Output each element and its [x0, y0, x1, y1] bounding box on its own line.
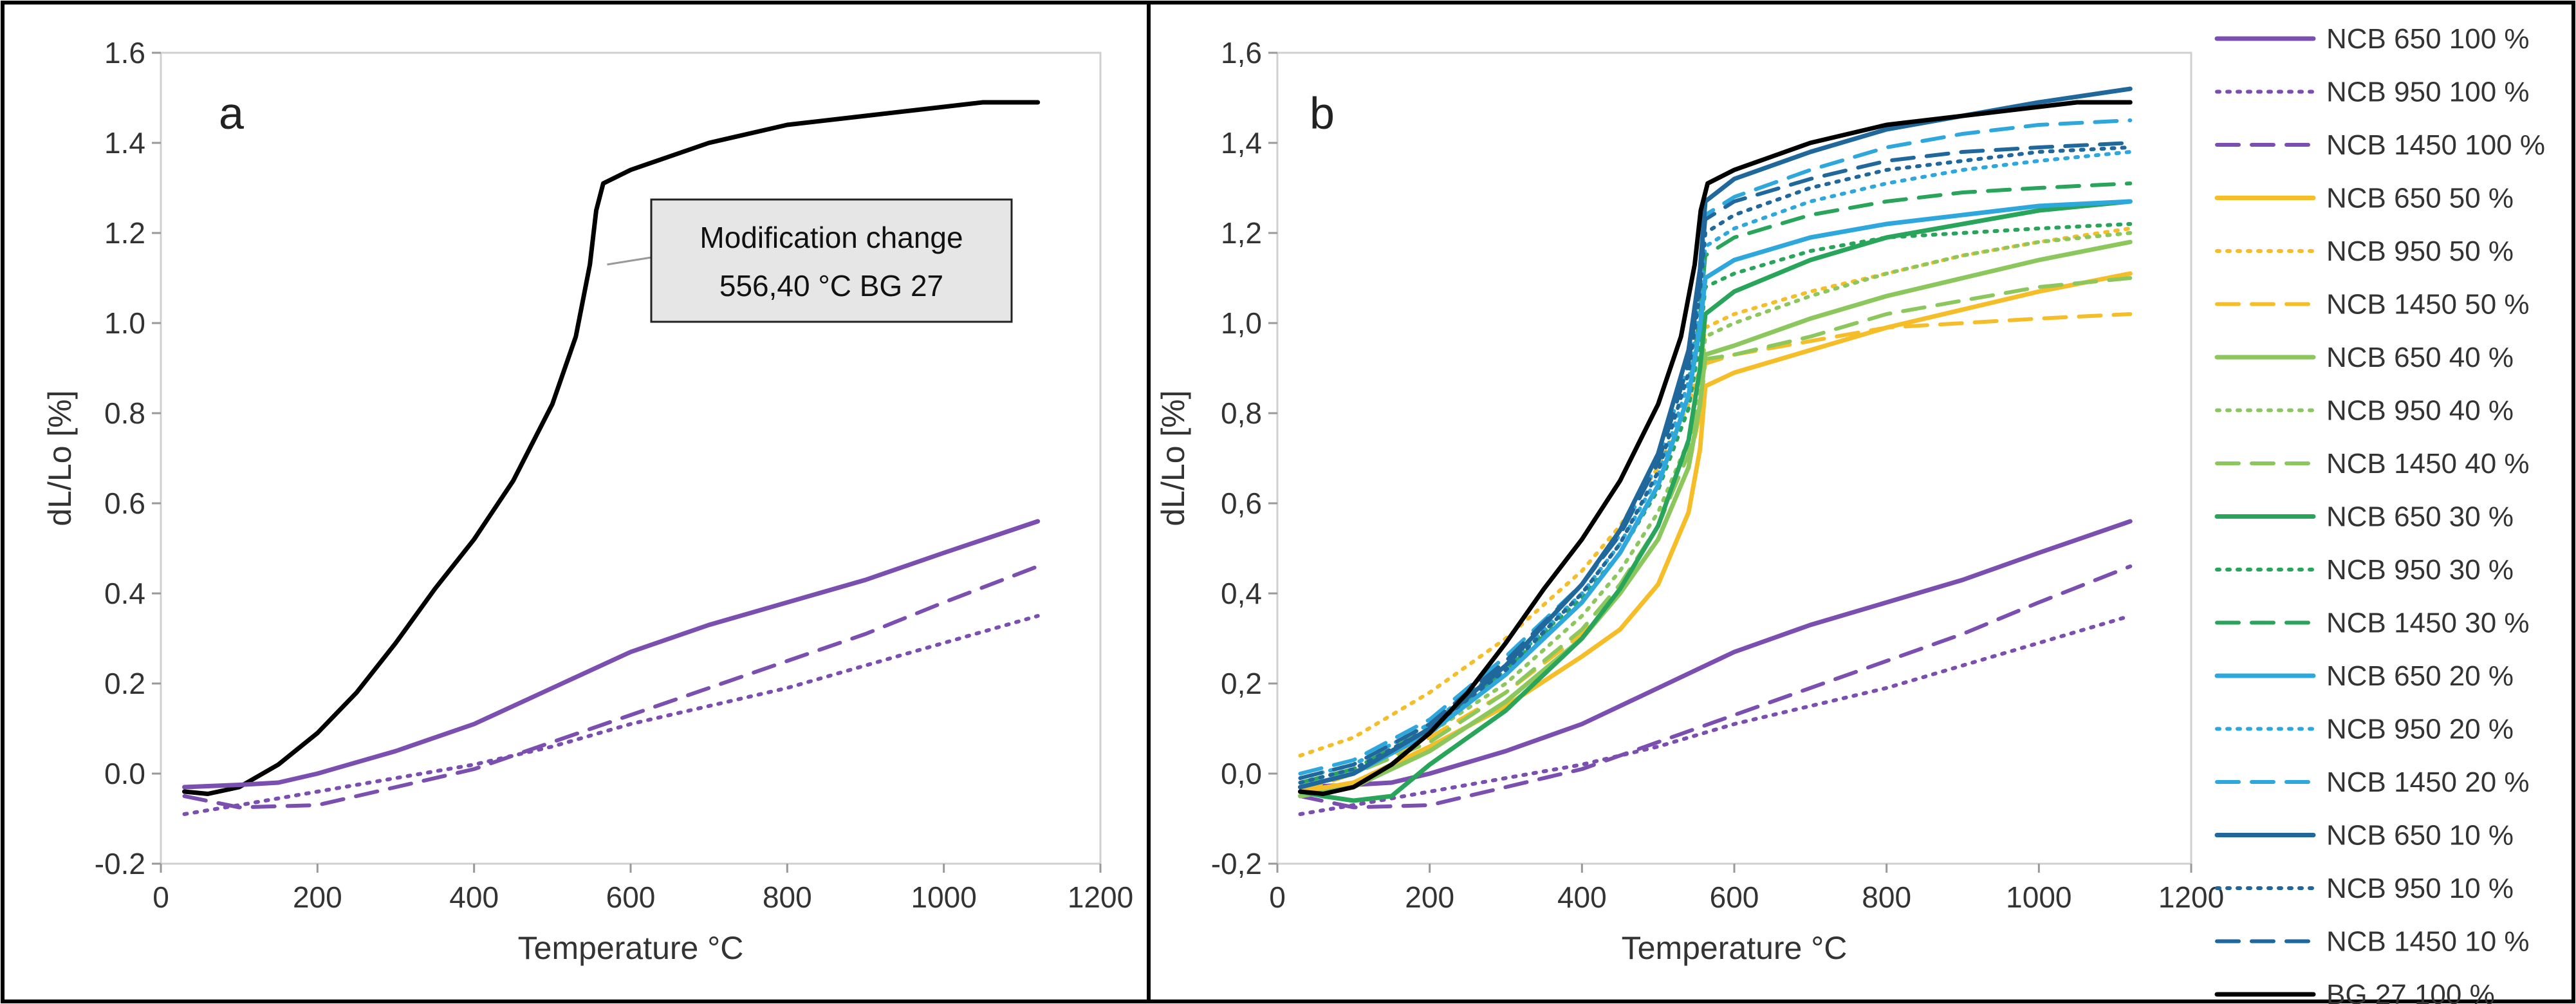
legend-b: NCB 650 100 % NCB 950 100 % NCB 1450 100 %…	[2214, 23, 2545, 1004]
legend-label: NCB 650 30 %	[2326, 501, 2514, 533]
panel-a: 0 200 400 600 800 1000 1200 -0.2 0.0 0.2 0.4 0.6 0.8…	[42, 36, 1133, 966]
y-axis-title-a: dL/Lo [%]	[42, 390, 78, 526]
series-line-a-2	[182, 614, 1040, 816]
legend-label: NCB 950 10 %	[2326, 873, 2514, 904]
legend-label: NCB 650 20 %	[2326, 660, 2514, 692]
x-tick-label-b: 1200	[2158, 880, 2224, 914]
x-axis-title-a: Temperature °C	[518, 930, 744, 966]
legend-label: NCB 950 20 %	[2326, 714, 2514, 745]
x-tick-label-b: 200	[1405, 880, 1454, 914]
y-tick-label-a: 0.6	[104, 487, 145, 520]
y-tick-label-a: 1.2	[104, 216, 145, 250]
legend-label: NCB 650 10 %	[2326, 820, 2514, 851]
x-tick-label-a: 1000	[911, 880, 976, 914]
annotation-leader-line	[607, 256, 652, 266]
y-tick-label-b: 0,6	[1221, 487, 1262, 520]
x-tick-label-a: 800	[763, 880, 812, 914]
series-line-a-0	[182, 100, 1041, 796]
x-tick-label-b: 800	[1862, 880, 1911, 914]
x-tick-label-b: 1000	[2006, 880, 2071, 914]
x-tick-label-a: 600	[606, 880, 656, 914]
series-line-b-12	[1298, 199, 2133, 790]
y-tick-label-a: 0.8	[104, 396, 145, 430]
legend-label: NCB 1450 40 %	[2326, 448, 2530, 479]
series-line-b-9	[1298, 199, 2133, 803]
y-axis-title-b: dL/Lo [%]	[1155, 390, 1191, 526]
legend-label: NCB 950 50 %	[2326, 236, 2514, 267]
y-tick-label-b: 1,2	[1221, 216, 1262, 250]
legend-label: NCB 650 40 %	[2326, 342, 2514, 373]
y-tick-label-b: 1,0	[1221, 306, 1262, 340]
annotation-line-2: 556,40 °C BG 27	[719, 269, 943, 302]
x-tick-label-a: 200	[293, 880, 342, 914]
x-tick-label-b: 600	[1710, 880, 1759, 914]
legend-label: BG 27 100 %	[2326, 979, 2495, 1004]
y-tick-label-b: 1,4	[1221, 126, 1262, 160]
annotation-line-1: Modification change	[700, 221, 963, 254]
series-line-a-1	[182, 519, 1041, 790]
y-tick-label-b: -0,2	[1211, 847, 1262, 880]
series-line-b-18	[1298, 100, 2133, 796]
y-tick-label-b: 0,2	[1221, 667, 1262, 700]
y-tick-label-b: 1,6	[1221, 36, 1262, 70]
series-line-b-16	[1298, 145, 2133, 785]
annotation-box	[650, 198, 1013, 323]
y-tick-label-a: 1.4	[104, 126, 145, 160]
x-tick-label-b: 400	[1557, 880, 1607, 914]
legend-label: NCB 650 50 %	[2326, 183, 2514, 214]
y-tick-label-b: 0,0	[1221, 757, 1262, 790]
y-tick-label-a: 1.0	[104, 306, 145, 340]
legend-label: NCB 1450 30 %	[2326, 608, 2530, 639]
legend-label: NCB 650 100 %	[2326, 23, 2530, 55]
y-tick-label-a: 0.2	[104, 667, 145, 700]
series-line-b-8	[1298, 276, 2133, 789]
panel-label-b: b	[1310, 88, 1335, 138]
legend-label: NCB 950 100 %	[2326, 77, 2530, 108]
y-tick-label-a: 1.6	[104, 36, 145, 70]
axes-b: 0 200 400 600 800 1000 1200 -0,2 0,0 0,2 0,4 0,6 0,8…	[1211, 36, 2224, 914]
x-tick-label-a: 400	[449, 880, 499, 914]
series-line-b-0	[1298, 519, 2133, 790]
series-line-a-3	[182, 564, 1040, 810]
legend-label: NCB 1450 100 %	[2326, 129, 2545, 161]
y-tick-label-a: 0.0	[104, 757, 145, 790]
annotation-a: Modification change 556,40 °C BG 27	[607, 198, 1013, 323]
y-tick-label-a: 0.4	[104, 577, 145, 610]
series-group-b	[1298, 86, 2133, 816]
axes-a: 0 200 400 600 800 1000 1200 -0.2 0.0 0.2 0.4 0.6 0.8…	[95, 36, 1133, 914]
plot-area-a	[160, 51, 1102, 865]
x-axis-title-b: Temperature °C	[1622, 930, 1848, 966]
y-tick-label-b: 0,4	[1221, 577, 1262, 610]
panel-b: 0 200 400 600 800 1000 1200 -0,2 0,0 0,2 0,4 0,6 0,8…	[1155, 23, 2545, 1004]
x-tick-label-b: 0	[1269, 880, 1286, 914]
x-tick-label-a: 1200	[1068, 880, 1133, 914]
series-line-b-1	[1298, 614, 2133, 816]
y-tick-label-a: -0.2	[95, 847, 145, 880]
series-group-a	[182, 100, 1041, 816]
legend-label: NCB 1450 20 %	[2326, 767, 2530, 798]
panel-label-a: a	[219, 88, 244, 138]
series-line-b-2	[1298, 564, 2133, 810]
series-line-b-6	[1298, 239, 2133, 799]
legend-label: NCB 1450 50 %	[2326, 289, 2530, 321]
x-tick-label-a: 0	[153, 880, 169, 914]
legend-label: NCB 1450 10 %	[2326, 926, 2530, 958]
y-tick-label-b: 0,8	[1221, 396, 1262, 430]
legend-label: NCB 950 40 %	[2326, 395, 2514, 427]
legend-label: NCB 950 30 %	[2326, 554, 2514, 586]
